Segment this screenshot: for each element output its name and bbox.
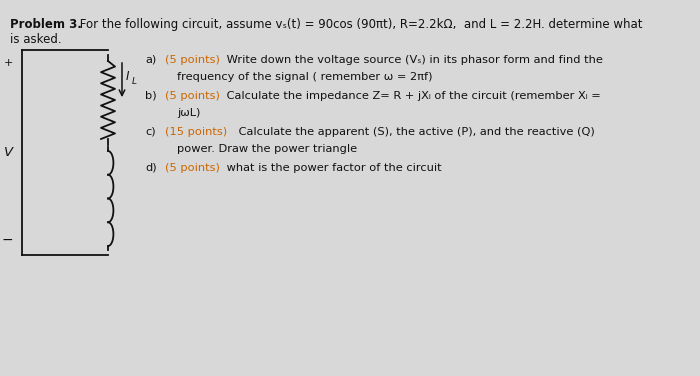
Text: Calculate the impedance Z= R + jXₗ of the circuit (remember Xₗ =: Calculate the impedance Z= R + jXₗ of th… [223, 91, 601, 101]
Text: I: I [126, 70, 130, 82]
Text: frequency of the signal ( remember ω = 2πf): frequency of the signal ( remember ω = 2… [177, 71, 433, 82]
Text: (15 points): (15 points) [165, 127, 227, 137]
Text: jωL): jωL) [177, 108, 200, 117]
Text: b): b) [145, 91, 157, 101]
Text: For the following circuit, assume vₛ(t) = 90cos (90πt), R=2.2kΩ,  and L = 2.2H. : For the following circuit, assume vₛ(t) … [76, 18, 643, 31]
Text: Write down the voltage source (Vₛ) in its phasor form and find the: Write down the voltage source (Vₛ) in it… [223, 55, 603, 65]
Text: is asked.: is asked. [10, 33, 62, 46]
Text: L: L [132, 76, 137, 85]
Text: what is the power factor of the circuit: what is the power factor of the circuit [223, 163, 442, 173]
Text: +: + [4, 58, 13, 68]
Text: V: V [4, 146, 13, 159]
Text: (5 points): (5 points) [165, 55, 220, 65]
Text: c): c) [145, 127, 155, 137]
Text: (5 points): (5 points) [165, 91, 220, 101]
Text: −: − [1, 233, 13, 247]
Text: Problem 3.: Problem 3. [10, 18, 82, 31]
Text: power. Draw the power triangle: power. Draw the power triangle [177, 144, 357, 153]
Text: (5 points): (5 points) [165, 163, 220, 173]
Text: Calculate the apparent (S), the active (P), and the reactive (Q): Calculate the apparent (S), the active (… [235, 127, 595, 137]
Text: d): d) [145, 163, 157, 173]
Text: a): a) [145, 55, 156, 65]
